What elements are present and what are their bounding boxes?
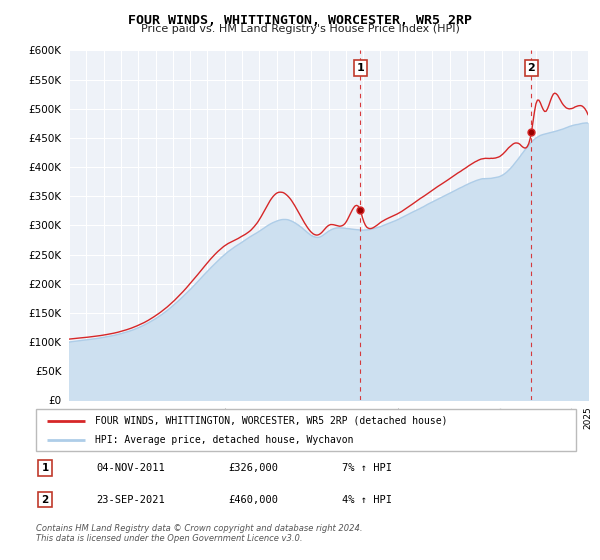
Text: 23-SEP-2021: 23-SEP-2021 — [96, 494, 165, 505]
Text: HPI: Average price, detached house, Wychavon: HPI: Average price, detached house, Wych… — [95, 435, 354, 445]
Text: 04-NOV-2011: 04-NOV-2011 — [96, 463, 165, 473]
Text: 1: 1 — [41, 463, 49, 473]
Text: Price paid vs. HM Land Registry's House Price Index (HPI): Price paid vs. HM Land Registry's House … — [140, 24, 460, 34]
Text: This data is licensed under the Open Government Licence v3.0.: This data is licensed under the Open Gov… — [36, 534, 302, 543]
Text: 2: 2 — [41, 494, 49, 505]
Text: £460,000: £460,000 — [228, 494, 278, 505]
Text: FOUR WINDS, WHITTINGTON, WORCESTER, WR5 2RP (detached house): FOUR WINDS, WHITTINGTON, WORCESTER, WR5 … — [95, 416, 448, 426]
Text: Contains HM Land Registry data © Crown copyright and database right 2024.: Contains HM Land Registry data © Crown c… — [36, 524, 362, 533]
Text: £326,000: £326,000 — [228, 463, 278, 473]
Text: 1: 1 — [356, 63, 364, 73]
Text: 7% ↑ HPI: 7% ↑ HPI — [342, 463, 392, 473]
Text: 4% ↑ HPI: 4% ↑ HPI — [342, 494, 392, 505]
Text: 2: 2 — [527, 63, 535, 73]
Text: FOUR WINDS, WHITTINGTON, WORCESTER, WR5 2RP: FOUR WINDS, WHITTINGTON, WORCESTER, WR5 … — [128, 14, 472, 27]
